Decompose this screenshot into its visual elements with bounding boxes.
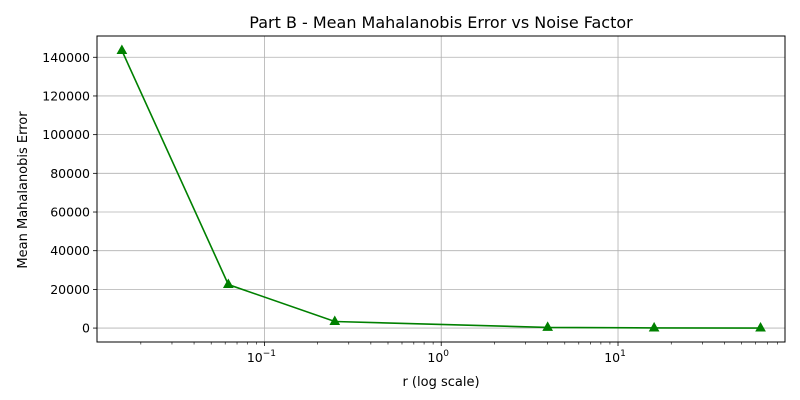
y-tick-label: 20000 <box>50 282 90 297</box>
y-tick-label: 100000 <box>42 127 90 142</box>
x-tick-label: 100 <box>427 349 449 365</box>
grid <box>97 36 785 342</box>
series-line <box>121 50 761 329</box>
data-point-marker <box>222 278 234 289</box>
data-point-marker <box>648 321 660 332</box>
y-tick-label: 60000 <box>50 205 90 220</box>
y-tick-label: 40000 <box>50 243 90 258</box>
x-axis-ticks: 10−1 100 101 <box>247 342 626 365</box>
y-tick-label: 140000 <box>42 50 90 65</box>
y-axis-label: Mean Mahalanobis Error <box>16 111 31 269</box>
y-tick-label: 0 <box>82 321 90 336</box>
y-tick-label: 80000 <box>50 166 90 181</box>
data-point-marker <box>755 322 766 332</box>
data-point-marker <box>116 44 128 55</box>
plot-frame <box>96 35 786 343</box>
series <box>116 44 766 332</box>
data-point-marker <box>329 315 341 325</box>
data-point-marker <box>542 321 554 331</box>
y-tick-label: 120000 <box>42 88 90 103</box>
x-tick-label: 101 <box>604 349 626 365</box>
x-tick-label: 10−1 <box>247 349 276 365</box>
chart-title: Part B - Mean Mahalanobis Error vs Noise… <box>249 13 633 32</box>
y-axis-ticks: 0 20000 40000 60000 80000 100000 120000 140000 <box>42 50 97 336</box>
x-axis-label: r (log scale) <box>402 375 479 390</box>
